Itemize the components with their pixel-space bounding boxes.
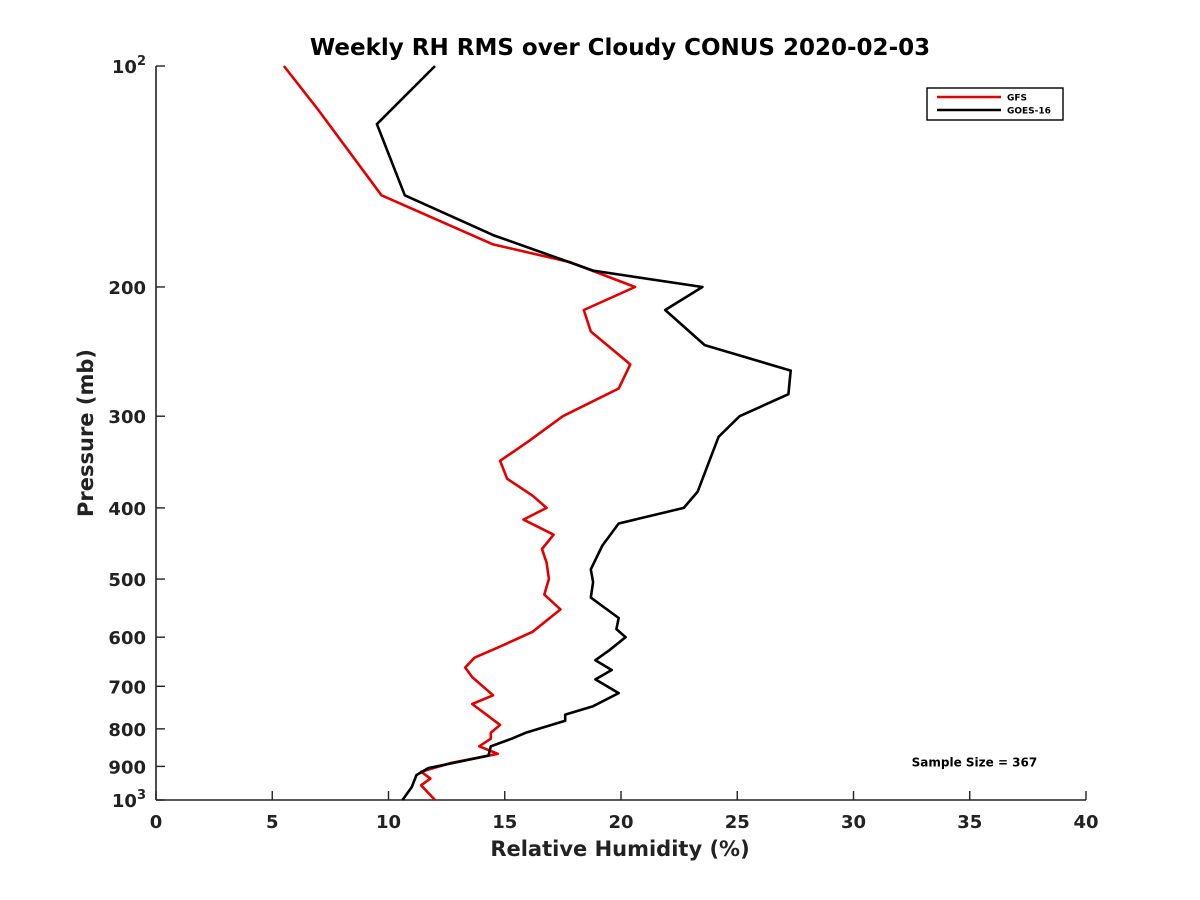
x-tick-label: 5 bbox=[266, 812, 279, 833]
x-tick-label: 30 bbox=[841, 812, 866, 833]
x-tick-label: 0 bbox=[150, 812, 163, 833]
y-tick-label: 103 bbox=[112, 788, 146, 812]
x-tick-label: 20 bbox=[608, 812, 633, 833]
y-tick-label: 300 bbox=[108, 407, 146, 428]
y-tick-label: 102 bbox=[112, 54, 146, 78]
legend-label-goes-16: GOES-16 bbox=[1007, 107, 1051, 117]
x-axis-label: Relative Humidity (%) bbox=[490, 837, 749, 861]
x-tick-label: 15 bbox=[492, 812, 517, 833]
chart-legend: GFS GOES-16 bbox=[926, 87, 1064, 121]
sample-size-annotation: Sample Size = 367 bbox=[912, 755, 1038, 769]
y-axis-label: Pressure (mb) bbox=[74, 349, 98, 517]
x-tick-label: 25 bbox=[725, 812, 750, 833]
series-line-goes-16 bbox=[375, 65, 793, 801]
series-line-gfs bbox=[282, 65, 637, 801]
y-tick-label: 800 bbox=[108, 720, 146, 741]
legend-box bbox=[926, 87, 1064, 121]
y-tick-label: 600 bbox=[108, 628, 146, 649]
y-tick-label: 900 bbox=[108, 757, 146, 778]
y-tick-label: 400 bbox=[108, 499, 146, 520]
x-tick-label: 40 bbox=[1073, 812, 1098, 833]
chart-title: Weekly RH RMS over Cloudy CONUS 2020-02-… bbox=[310, 35, 930, 61]
legend-label-gfs: GFS bbox=[1007, 94, 1027, 104]
y-tick-label: 200 bbox=[108, 278, 146, 299]
y-tick-label: 700 bbox=[108, 677, 146, 698]
y-tick-label: 500 bbox=[108, 570, 146, 591]
x-tick-label: 35 bbox=[957, 812, 982, 833]
x-tick-label: 10 bbox=[376, 812, 401, 833]
